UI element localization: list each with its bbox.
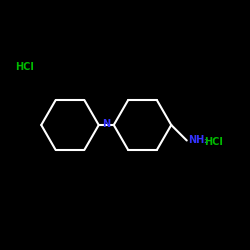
Text: NH₂: NH₂ [188,135,208,145]
Text: N: N [102,119,111,129]
Text: HCl: HCl [15,62,34,72]
Text: HCl: HCl [204,137,223,147]
